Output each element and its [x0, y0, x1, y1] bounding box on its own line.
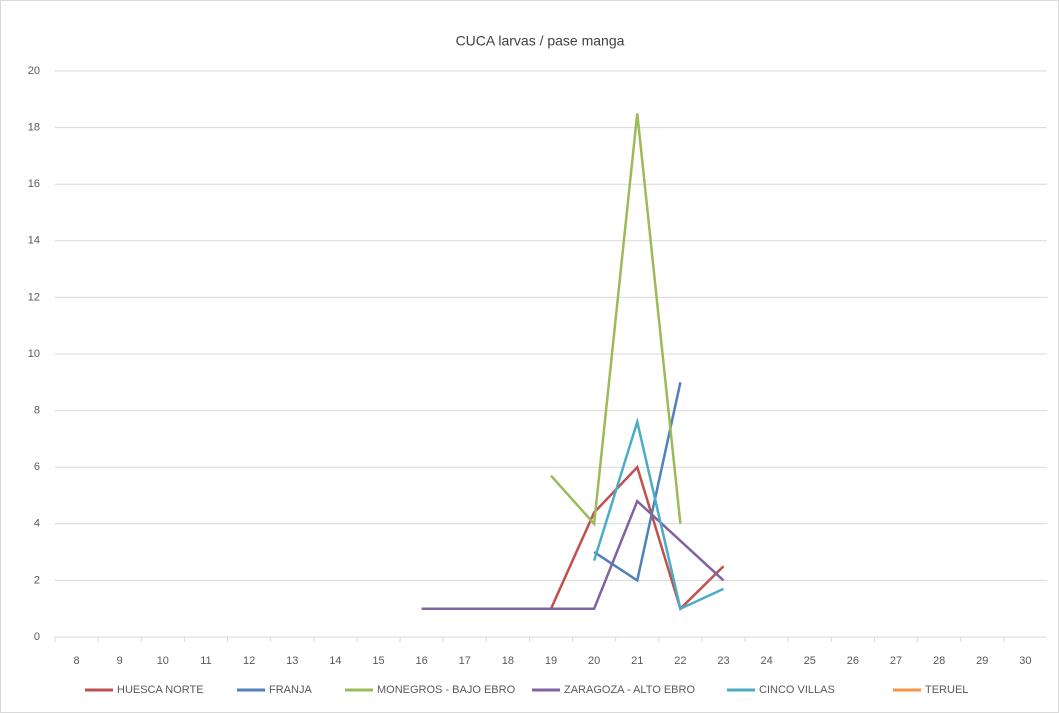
x-tick-label: 10: [157, 655, 169, 667]
legend-label: CINCO VILLAS: [759, 684, 835, 696]
x-tick-label: 15: [372, 655, 384, 667]
y-tick-label: 16: [28, 178, 40, 190]
x-tick-label: 22: [674, 655, 686, 667]
x-tick-label: 30: [1019, 655, 1031, 667]
x-tick-label: 23: [717, 655, 729, 667]
x-tick-label: 29: [976, 655, 988, 667]
y-tick-label: 12: [28, 291, 40, 303]
x-tick-label: 21: [631, 655, 643, 667]
chart-title: CUCA larvas / pase manga: [456, 33, 625, 49]
series-line: [592, 417, 725, 611]
legend-label: HUESCA NORTE: [117, 684, 204, 696]
y-tick-label: 0: [34, 631, 40, 643]
legend-label: TERUEL: [925, 684, 968, 696]
x-tick-label: 11: [200, 655, 211, 667]
x-tick-label: 27: [890, 655, 902, 667]
y-tick-label: 2: [34, 574, 40, 586]
y-tick-label: 6: [34, 461, 40, 473]
x-tick-label: 25: [804, 655, 816, 667]
x-tick-label: 20: [588, 655, 600, 667]
x-tick-label: 16: [415, 655, 427, 667]
x-tick-label: 26: [847, 655, 859, 667]
y-tick-label: 8: [34, 405, 40, 417]
x-tick-label: 14: [329, 655, 341, 667]
series-line: [593, 382, 682, 583]
legend-label: MONEGROS - BAJO EBRO: [377, 684, 516, 696]
y-tick-label: 20: [28, 65, 40, 77]
y-tick-label: 14: [28, 235, 40, 247]
x-tick-label: 17: [459, 655, 471, 667]
x-tick-label: 13: [286, 655, 298, 667]
series-line: [421, 499, 725, 610]
y-tick-label: 4: [34, 518, 40, 530]
x-tick-label: 12: [243, 655, 255, 667]
legend-label: ZARAGOZA - ALTO EBRO: [564, 684, 695, 696]
x-tick-label: 18: [502, 655, 514, 667]
x-tick-label: 9: [117, 655, 123, 667]
x-tick-label: 24: [761, 655, 773, 667]
series-line: [549, 464, 725, 612]
x-tick-label: 28: [933, 655, 945, 667]
series-line: [550, 113, 682, 527]
y-tick-label: 10: [28, 348, 40, 360]
y-tick-label: 18: [28, 122, 40, 134]
legend-label: FRANJA: [269, 684, 312, 696]
x-tick-label: 8: [74, 655, 80, 667]
x-tick-label: 19: [545, 655, 557, 667]
